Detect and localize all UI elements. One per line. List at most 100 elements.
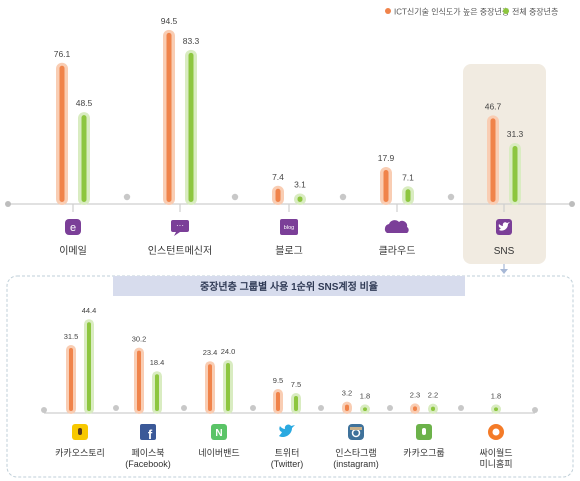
highlight-panel: [463, 64, 546, 264]
category-label: 이메일: [59, 245, 87, 257]
category-label: 카카오그룹: [403, 448, 444, 458]
bar-ict-high: [208, 364, 212, 411]
bar-ict-high: [137, 350, 141, 411]
axis-separator-dot: [231, 193, 239, 201]
category-label: 미니홈피: [479, 458, 512, 469]
data-label: 31.5: [64, 332, 79, 341]
axis-separator-dot: [250, 405, 256, 411]
legend-marker: [385, 8, 391, 14]
data-label: 18.4: [150, 358, 165, 367]
legend-label: ICT신기술 인식도가 높은 중장년층: [394, 7, 509, 17]
category-label: 페이스북: [131, 448, 164, 458]
category-label: 블로그: [275, 245, 303, 257]
data-label: 2.3: [410, 390, 420, 399]
axis-separator-dot: [181, 405, 187, 411]
bottom-chart-title: 중장년층 그룹별 사용 1순위 SNS계정 비율: [200, 280, 378, 293]
data-label: 76.1: [54, 49, 71, 59]
icon-tail: [174, 232, 180, 236]
data-label: 23.4: [203, 348, 218, 357]
data-label: 1.8: [360, 391, 370, 400]
icon-glyph: [492, 428, 500, 436]
naver-band-icon: [211, 424, 227, 440]
data-label: 7.5: [291, 380, 301, 389]
icon-glyph-band: [350, 427, 362, 430]
icon-glyph: N: [215, 428, 222, 439]
category-label: 인스턴트메신저: [148, 245, 212, 257]
bar-ict-high: [383, 169, 389, 202]
axis-separator-dot: [318, 405, 324, 411]
bar-ict-high: [166, 32, 172, 202]
data-label: 24.0: [221, 347, 236, 356]
connector-arrow: [500, 269, 508, 274]
data-label: 30.2: [132, 335, 147, 344]
bar-ict-high: [276, 392, 280, 411]
bar-all: [188, 52, 194, 202]
instagram-icon: [348, 424, 364, 440]
category-label: (instagram): [333, 459, 379, 469]
legend: ICT신기술 인식도가 높은 중장년층 전체 중장년층: [385, 7, 558, 17]
axis-separator-dot: [387, 405, 393, 411]
subtitle-bar: [113, 276, 465, 296]
facebook-icon: [140, 424, 156, 440]
data-label: 44.4: [82, 306, 97, 315]
email-icon: [65, 219, 81, 235]
category-label: 클라우드: [379, 245, 416, 257]
data-label: 1.8: [491, 391, 501, 400]
legend-marker: [503, 8, 509, 14]
bar-all: [155, 374, 159, 411]
bar-all: [81, 115, 87, 202]
category-label: 네이버밴드: [198, 448, 239, 458]
category-label: SNS: [494, 246, 515, 257]
data-label: 7.4: [272, 172, 284, 182]
axis-separator-dot: [41, 407, 47, 413]
bottom-chart: 중장년층 그룹별 사용 1순위 SNS계정 비율 31.5 44.4 카카오스토리 30…: [41, 280, 538, 469]
data-label: 31.3: [507, 129, 524, 139]
bar-all: [494, 407, 498, 411]
axis-separator-dot: [123, 193, 131, 201]
data-label: 17.9: [378, 153, 395, 163]
cloud-icon: [384, 220, 409, 233]
bar-all: [405, 189, 411, 202]
top-chart: 76.1 48.5 e 이메일 94.5 83.3 ··· 인스턴트메신저 7.4 3.1 blog…: [5, 16, 575, 257]
legend-label: 전체 중장년층: [512, 7, 558, 17]
twitter-icon: [279, 424, 295, 438]
bar-all: [431, 406, 435, 411]
icon-glyph: [498, 222, 510, 231]
category-label: 인스타그램: [335, 447, 376, 458]
axis-separator-dot: [113, 405, 119, 411]
bar-ict-high: [490, 118, 496, 202]
icon-glyph: e: [70, 222, 76, 234]
bar-all: [297, 196, 303, 202]
data-label: 48.5: [76, 98, 93, 108]
axis-end-dot: [569, 201, 575, 207]
bar-all: [512, 145, 518, 202]
axis-end-dot: [5, 201, 11, 207]
data-label: 3.1: [294, 179, 306, 189]
category-label: 카카오스토리: [55, 448, 105, 458]
bar-all: [363, 407, 367, 411]
data-label: 2.2: [428, 391, 438, 400]
axis-separator-dot: [447, 193, 455, 201]
icon-glyph: [78, 428, 82, 435]
data-label: 46.7: [485, 101, 502, 111]
icon-glyph: ···: [176, 221, 184, 230]
blog-icon: [280, 219, 298, 235]
category-label: 트위터: [275, 448, 300, 458]
bar-ict-high: [345, 404, 349, 411]
icon-glyph: [422, 428, 426, 435]
data-label: 83.3: [183, 36, 200, 46]
data-label: 7.1: [402, 172, 414, 182]
category-label: 싸이월드: [479, 447, 512, 458]
data-label: 94.5: [161, 16, 178, 26]
bar-ict-high: [413, 406, 417, 411]
messenger-icon: [171, 220, 189, 232]
icon-glyph: blog: [284, 225, 294, 231]
axis-separator-dot: [532, 407, 538, 413]
category-label: (Twitter): [271, 459, 304, 469]
axis-separator-dot: [458, 405, 464, 411]
axis-separator-dot: [339, 193, 347, 201]
bar-ict-high: [275, 188, 281, 202]
icon-glyph: f: [148, 427, 153, 442]
category-label: (Facebook): [125, 459, 171, 469]
